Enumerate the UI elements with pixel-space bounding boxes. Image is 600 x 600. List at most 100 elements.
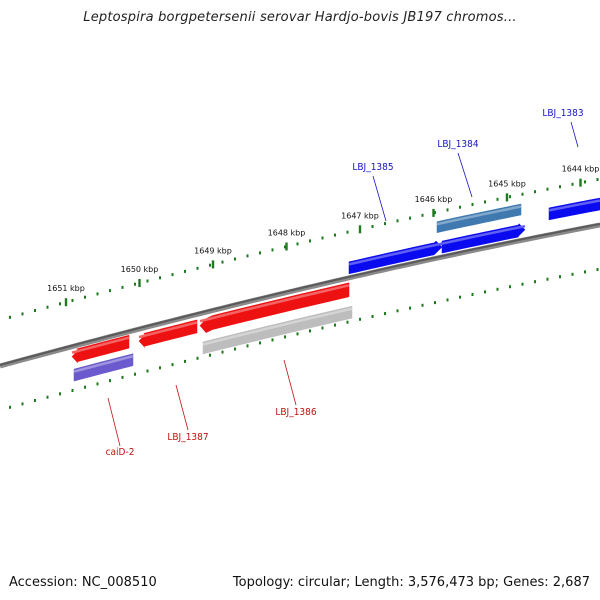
minor-tick <box>459 205 461 209</box>
minor-tick <box>484 290 486 294</box>
minor-tick <box>534 190 536 194</box>
minor-tick <box>459 295 461 299</box>
footer-summary: Topology: circular; Length: 3,576,473 bp… <box>232 575 590 590</box>
minor-tick <box>346 230 349 234</box>
minor-tick <box>34 399 36 402</box>
minor-tick <box>571 272 574 276</box>
minor-tick <box>596 268 599 271</box>
gene-arrow-highlight <box>441 224 526 245</box>
major-tick <box>579 178 582 187</box>
minor-tick <box>171 363 174 367</box>
label-layer: LBJ_1383 LBJ_1384 LBJ_1385 LBJ_1386 LBJ_1387… <box>106 108 584 458</box>
minor-tick <box>496 197 499 201</box>
major-tick <box>64 298 68 307</box>
minor-tick <box>484 200 486 204</box>
major-tick <box>138 279 141 287</box>
minor-tick <box>9 405 11 409</box>
major-tick <box>211 260 215 269</box>
minor-tick <box>496 287 499 291</box>
minor-tick <box>84 385 86 389</box>
minor-tick <box>121 375 124 379</box>
minor-tick <box>571 182 574 186</box>
kbp-label: 1646 kbp <box>415 195 453 204</box>
minor-tick <box>521 192 524 196</box>
major-tick <box>285 242 288 251</box>
minor-tick <box>159 366 161 370</box>
minor-tick <box>221 260 224 264</box>
gene-segment-3 <box>441 223 526 254</box>
minor-tick <box>371 315 374 318</box>
kbp-label: 1644 kbp <box>562 165 600 174</box>
leader-line <box>107 397 121 447</box>
minor-tick <box>546 187 549 191</box>
minor-tick <box>521 282 524 286</box>
gene-arrow-highlight <box>73 354 134 373</box>
minor-tick <box>21 402 24 406</box>
gene-arrow-highlight <box>548 199 600 212</box>
gene-LBJ_1384 <box>436 203 522 234</box>
minor-tick <box>59 392 61 396</box>
gene-label: LBJ_1383 <box>542 108 583 119</box>
minor-tick <box>96 382 99 386</box>
leader-line <box>457 152 473 198</box>
minor-tick <box>134 372 136 376</box>
minor-tick <box>584 270 586 274</box>
minor-tick <box>559 275 561 279</box>
leader-line <box>283 359 297 406</box>
minor-tick <box>284 335 286 339</box>
minor-tick <box>209 353 211 357</box>
minor-tick <box>146 279 149 283</box>
gene-LBJ_1386 <box>199 282 350 334</box>
map-title: Leptospira borgpetersenii serovar Hardjo… <box>83 10 517 25</box>
major-tick <box>505 193 509 202</box>
minor-tick <box>259 251 261 255</box>
minor-tick <box>309 239 311 243</box>
gene-arrow-highlight <box>436 205 522 226</box>
minor-tick <box>134 282 136 286</box>
minor-tick <box>384 312 386 316</box>
minor-tick <box>471 293 474 296</box>
minor-tick <box>271 248 274 252</box>
leader-line <box>175 384 189 431</box>
minor-tick <box>471 203 474 206</box>
gene-label: LBJ_1384 <box>437 139 478 150</box>
major-tick <box>432 208 435 217</box>
minor-tick <box>46 395 49 399</box>
minor-tick <box>346 320 349 324</box>
minor-tick <box>534 280 536 284</box>
ruler-layer: 1651 kbp 1650 kbp 1649 kbp 1648 kbp 1647 kbp… <box>9 165 599 409</box>
gene-label: caiD-2 <box>106 447 135 458</box>
major-tick <box>358 225 362 234</box>
minor-tick <box>309 329 311 333</box>
minor-tick <box>34 309 36 312</box>
minor-tick <box>71 299 74 302</box>
kbp-label: 1649 kbp <box>194 246 232 255</box>
minor-tick <box>409 216 411 220</box>
minor-tick <box>21 312 24 316</box>
minor-tick <box>596 178 599 181</box>
gene-arrow-highlight <box>138 321 198 339</box>
minor-tick <box>509 195 511 199</box>
minor-tick <box>434 301 436 305</box>
minor-tick <box>234 347 236 351</box>
minor-tick <box>196 266 199 270</box>
backbone-line <box>0 223 600 366</box>
gene-layer <box>71 197 600 382</box>
gene-LBJ_1383 <box>548 197 600 221</box>
minor-tick <box>184 359 186 363</box>
minor-tick <box>246 254 249 258</box>
minor-tick <box>371 225 374 228</box>
minor-tick <box>446 208 449 212</box>
minor-tick <box>234 257 236 261</box>
minor-tick <box>259 341 261 345</box>
gene-LBJ_1385 <box>348 240 443 275</box>
minor-tick <box>409 306 411 310</box>
minor-tick <box>146 369 149 373</box>
minor-tick <box>71 389 74 392</box>
minor-tick <box>396 309 399 313</box>
inner-tick-track <box>9 268 599 409</box>
minor-tick <box>184 269 186 273</box>
gene-segment-5 <box>202 305 353 355</box>
kbp-label: 1648 kbp <box>268 229 306 238</box>
